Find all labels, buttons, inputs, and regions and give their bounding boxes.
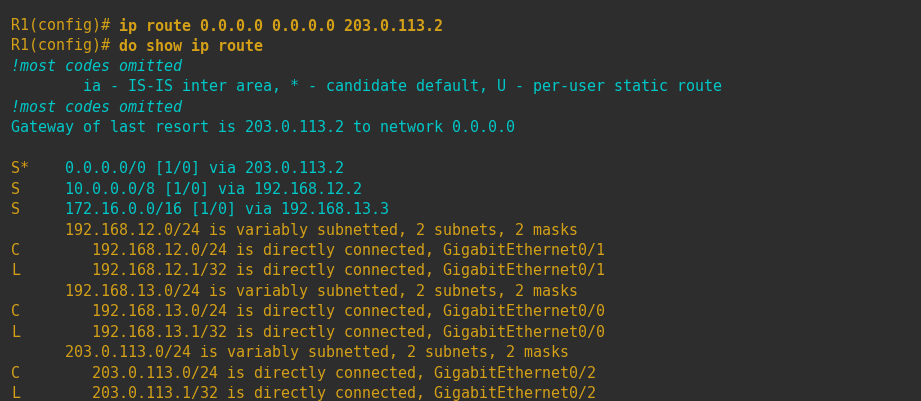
Text: 192.168.13.0/24 is directly connected, GigabitEthernet0/0: 192.168.13.0/24 is directly connected, G… bbox=[20, 304, 605, 319]
Text: 203.0.113.1/32 is directly connected, GigabitEthernet0/2: 203.0.113.1/32 is directly connected, Gi… bbox=[20, 386, 596, 401]
Text: 203.0.113.0/24 is variably subnetted, 2 subnets, 2 masks: 203.0.113.0/24 is variably subnetted, 2 … bbox=[11, 345, 569, 360]
Text: L: L bbox=[11, 325, 20, 340]
Text: 203.0.113.0/24 is directly connected, GigabitEthernet0/2: 203.0.113.0/24 is directly connected, Gi… bbox=[20, 366, 596, 381]
Text: 192.168.13.1/32 is directly connected, GigabitEthernet0/0: 192.168.13.1/32 is directly connected, G… bbox=[20, 325, 605, 340]
Text: 0.0.0.0/0 [1/0] via 203.0.113.2: 0.0.0.0/0 [1/0] via 203.0.113.2 bbox=[29, 161, 344, 176]
Text: R1(config)#: R1(config)# bbox=[11, 18, 119, 33]
Text: S*: S* bbox=[11, 161, 29, 176]
Text: S: S bbox=[11, 182, 20, 196]
Text: 192.168.12.0/24 is directly connected, GigabitEthernet0/1: 192.168.12.0/24 is directly connected, G… bbox=[20, 243, 605, 258]
Text: ia - IS-IS inter area, * - candidate default, U - per-user static route: ia - IS-IS inter area, * - candidate def… bbox=[11, 79, 722, 94]
Text: 192.168.13.0/24 is variably subnetted, 2 subnets, 2 masks: 192.168.13.0/24 is variably subnetted, 2… bbox=[11, 284, 578, 299]
Text: C: C bbox=[11, 304, 20, 319]
Text: L: L bbox=[11, 386, 20, 401]
Text: !most codes omitted: !most codes omitted bbox=[11, 59, 182, 74]
Text: 192.168.12.0/24 is variably subnetted, 2 subnets, 2 masks: 192.168.12.0/24 is variably subnetted, 2… bbox=[11, 223, 578, 237]
Text: 192.168.12.1/32 is directly connected, GigabitEthernet0/1: 192.168.12.1/32 is directly connected, G… bbox=[20, 263, 605, 278]
Text: S: S bbox=[11, 202, 20, 217]
Text: C: C bbox=[11, 366, 20, 381]
Text: 172.16.0.0/16 [1/0] via 192.168.13.3: 172.16.0.0/16 [1/0] via 192.168.13.3 bbox=[20, 202, 389, 217]
Text: Gateway of last resort is 203.0.113.2 to network 0.0.0.0: Gateway of last resort is 203.0.113.2 to… bbox=[11, 120, 515, 135]
Text: L: L bbox=[11, 263, 20, 278]
Text: do show ip route: do show ip route bbox=[119, 38, 263, 55]
Text: C: C bbox=[11, 243, 20, 258]
Text: R1(config)#: R1(config)# bbox=[11, 38, 119, 53]
Text: 10.0.0.0/8 [1/0] via 192.168.12.2: 10.0.0.0/8 [1/0] via 192.168.12.2 bbox=[20, 182, 362, 196]
Text: !most codes omitted: !most codes omitted bbox=[11, 100, 182, 115]
Text: ip route 0.0.0.0 0.0.0.0 203.0.113.2: ip route 0.0.0.0 0.0.0.0 203.0.113.2 bbox=[119, 18, 443, 34]
